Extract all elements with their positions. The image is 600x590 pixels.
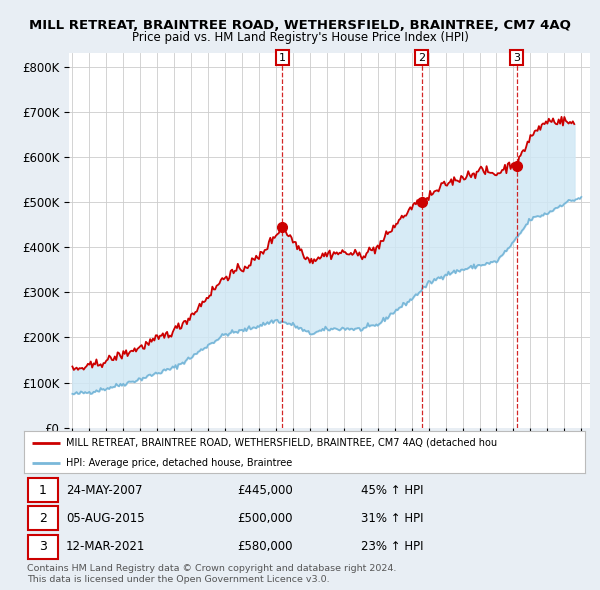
Text: Price paid vs. HM Land Registry's House Price Index (HPI): Price paid vs. HM Land Registry's House … bbox=[131, 31, 469, 44]
Text: 2: 2 bbox=[39, 512, 47, 525]
Text: HPI: Average price, detached house, Braintree: HPI: Average price, detached house, Brai… bbox=[66, 458, 292, 467]
FancyBboxPatch shape bbox=[28, 506, 58, 530]
Text: MILL RETREAT, BRAINTREE ROAD, WETHERSFIELD, BRAINTREE, CM7 4AQ: MILL RETREAT, BRAINTREE ROAD, WETHERSFIE… bbox=[29, 19, 571, 32]
Text: 3: 3 bbox=[39, 540, 47, 553]
Text: 45% ↑ HPI: 45% ↑ HPI bbox=[361, 484, 423, 497]
Text: 31% ↑ HPI: 31% ↑ HPI bbox=[361, 512, 423, 525]
Text: 1: 1 bbox=[39, 484, 47, 497]
Text: This data is licensed under the Open Government Licence v3.0.: This data is licensed under the Open Gov… bbox=[27, 575, 329, 584]
Text: MILL RETREAT, BRAINTREE ROAD, WETHERSFIELD, BRAINTREE, CM7 4AQ (detached hou: MILL RETREAT, BRAINTREE ROAD, WETHERSFIE… bbox=[66, 438, 497, 448]
Text: 1: 1 bbox=[279, 53, 286, 63]
Text: £500,000: £500,000 bbox=[237, 512, 293, 525]
Text: 24-MAY-2007: 24-MAY-2007 bbox=[66, 484, 143, 497]
Text: 2: 2 bbox=[418, 53, 425, 63]
Text: 12-MAR-2021: 12-MAR-2021 bbox=[66, 540, 145, 553]
Text: Contains HM Land Registry data © Crown copyright and database right 2024.: Contains HM Land Registry data © Crown c… bbox=[27, 564, 397, 573]
Text: 3: 3 bbox=[513, 53, 520, 63]
Text: £580,000: £580,000 bbox=[237, 540, 293, 553]
FancyBboxPatch shape bbox=[28, 478, 58, 502]
Text: 05-AUG-2015: 05-AUG-2015 bbox=[66, 512, 145, 525]
FancyBboxPatch shape bbox=[28, 535, 58, 559]
Text: £445,000: £445,000 bbox=[237, 484, 293, 497]
Text: 23% ↑ HPI: 23% ↑ HPI bbox=[361, 540, 423, 553]
